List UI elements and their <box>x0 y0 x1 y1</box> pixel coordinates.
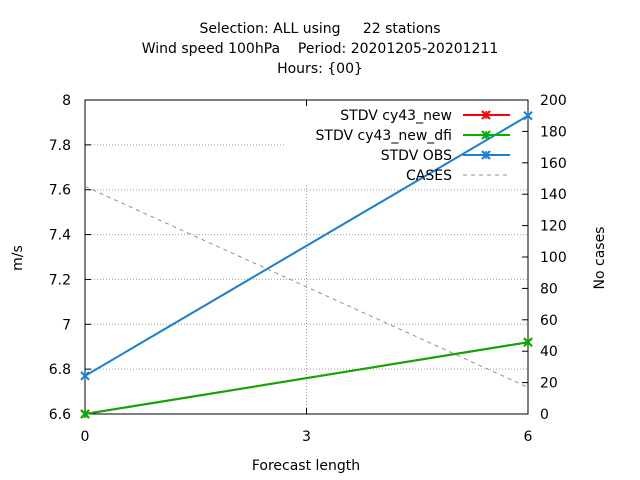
chart-title-line-2: Wind speed 100hPa Period: 20201205-20201… <box>141 41 499 57</box>
data-point-2 <box>80 371 90 381</box>
y2-tick-label: 160 <box>540 156 567 172</box>
chart-title-line-3: Hours: {00} <box>277 61 363 77</box>
y-tick-label: 7.8 <box>49 138 71 154</box>
series-line-2 <box>84 114 529 377</box>
y-tick-label: 8 <box>62 93 71 109</box>
y2-tick-label: 140 <box>540 187 567 203</box>
y2-axis-label: No cases <box>592 227 608 290</box>
axis-layer: 6.66.877.27.47.67.8802040608010012014016… <box>49 93 567 445</box>
y2-tick-label: 180 <box>540 124 567 140</box>
x-tick-label: 0 <box>81 429 90 445</box>
legend: STDV cy43_new STDV cy43_new_dfi STDV OBS CA… <box>316 108 510 184</box>
y-tick-label: 7 <box>62 317 71 333</box>
grid-layer <box>85 144 528 414</box>
legend-marker-0 <box>481 110 491 120</box>
y2-tick-label: 200 <box>540 93 567 109</box>
chart-title-line-1: Selection: ALL using 22 stations <box>199 21 441 37</box>
series-line-3 <box>84 185 529 388</box>
legend-label-0: STDV cy43_new <box>340 108 452 124</box>
y-tick-label: 7.2 <box>49 272 71 288</box>
x-tick-label: 3 <box>302 429 311 445</box>
y2-tick-label: 40 <box>540 344 558 360</box>
y-axis-label: m/s <box>10 245 26 271</box>
y2-tick-label: 80 <box>540 281 558 297</box>
y2-tick-label: 100 <box>540 250 567 266</box>
y2-tick-label: 60 <box>540 313 558 329</box>
series-line-1 <box>84 341 529 415</box>
y2-tick-label: 0 <box>540 407 549 423</box>
x-tick-label: 6 <box>524 429 533 445</box>
data-point-2 <box>523 110 533 121</box>
y-tick-label: 7.6 <box>49 183 71 199</box>
y-tick-label: 6.8 <box>49 362 71 378</box>
y-tick-label: 7.4 <box>49 228 71 244</box>
data-point-1 <box>80 409 90 419</box>
legend-label-2: STDV OBS <box>381 148 452 164</box>
series-layer <box>80 110 533 419</box>
y2-tick-label: 20 <box>540 376 558 392</box>
x-axis-label: Forecast length <box>252 458 360 474</box>
y-tick-label: 6.6 <box>49 407 71 423</box>
data-point-1 <box>523 337 533 347</box>
legend-marker-2 <box>481 150 491 160</box>
legend-marker-1 <box>481 130 491 140</box>
legend-label-3: CASES <box>406 168 452 184</box>
y2-tick-label: 120 <box>540 219 567 235</box>
legend-label-1: STDV cy43_new_dfi <box>316 128 452 144</box>
